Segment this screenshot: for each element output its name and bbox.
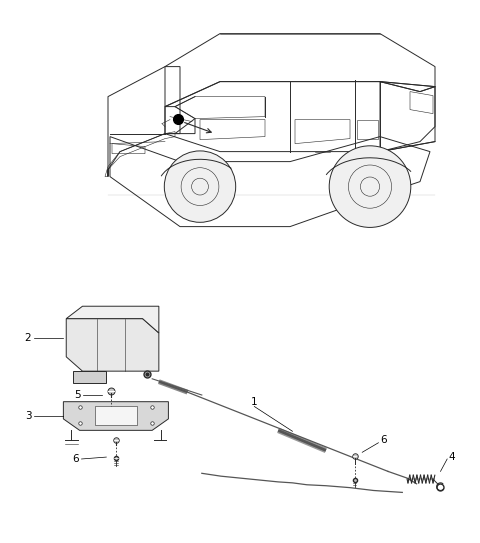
Text: 4: 4	[449, 452, 455, 462]
Polygon shape	[63, 402, 168, 431]
Text: 3: 3	[25, 411, 31, 421]
Text: 2: 2	[25, 333, 31, 343]
Text: 5: 5	[74, 390, 81, 400]
Circle shape	[164, 151, 236, 222]
Polygon shape	[95, 406, 137, 425]
Circle shape	[329, 146, 411, 228]
Text: 1: 1	[251, 397, 258, 407]
Text: 6: 6	[72, 454, 79, 464]
Text: 6: 6	[380, 435, 386, 445]
Polygon shape	[66, 319, 159, 371]
Polygon shape	[73, 371, 107, 383]
Polygon shape	[66, 306, 159, 333]
